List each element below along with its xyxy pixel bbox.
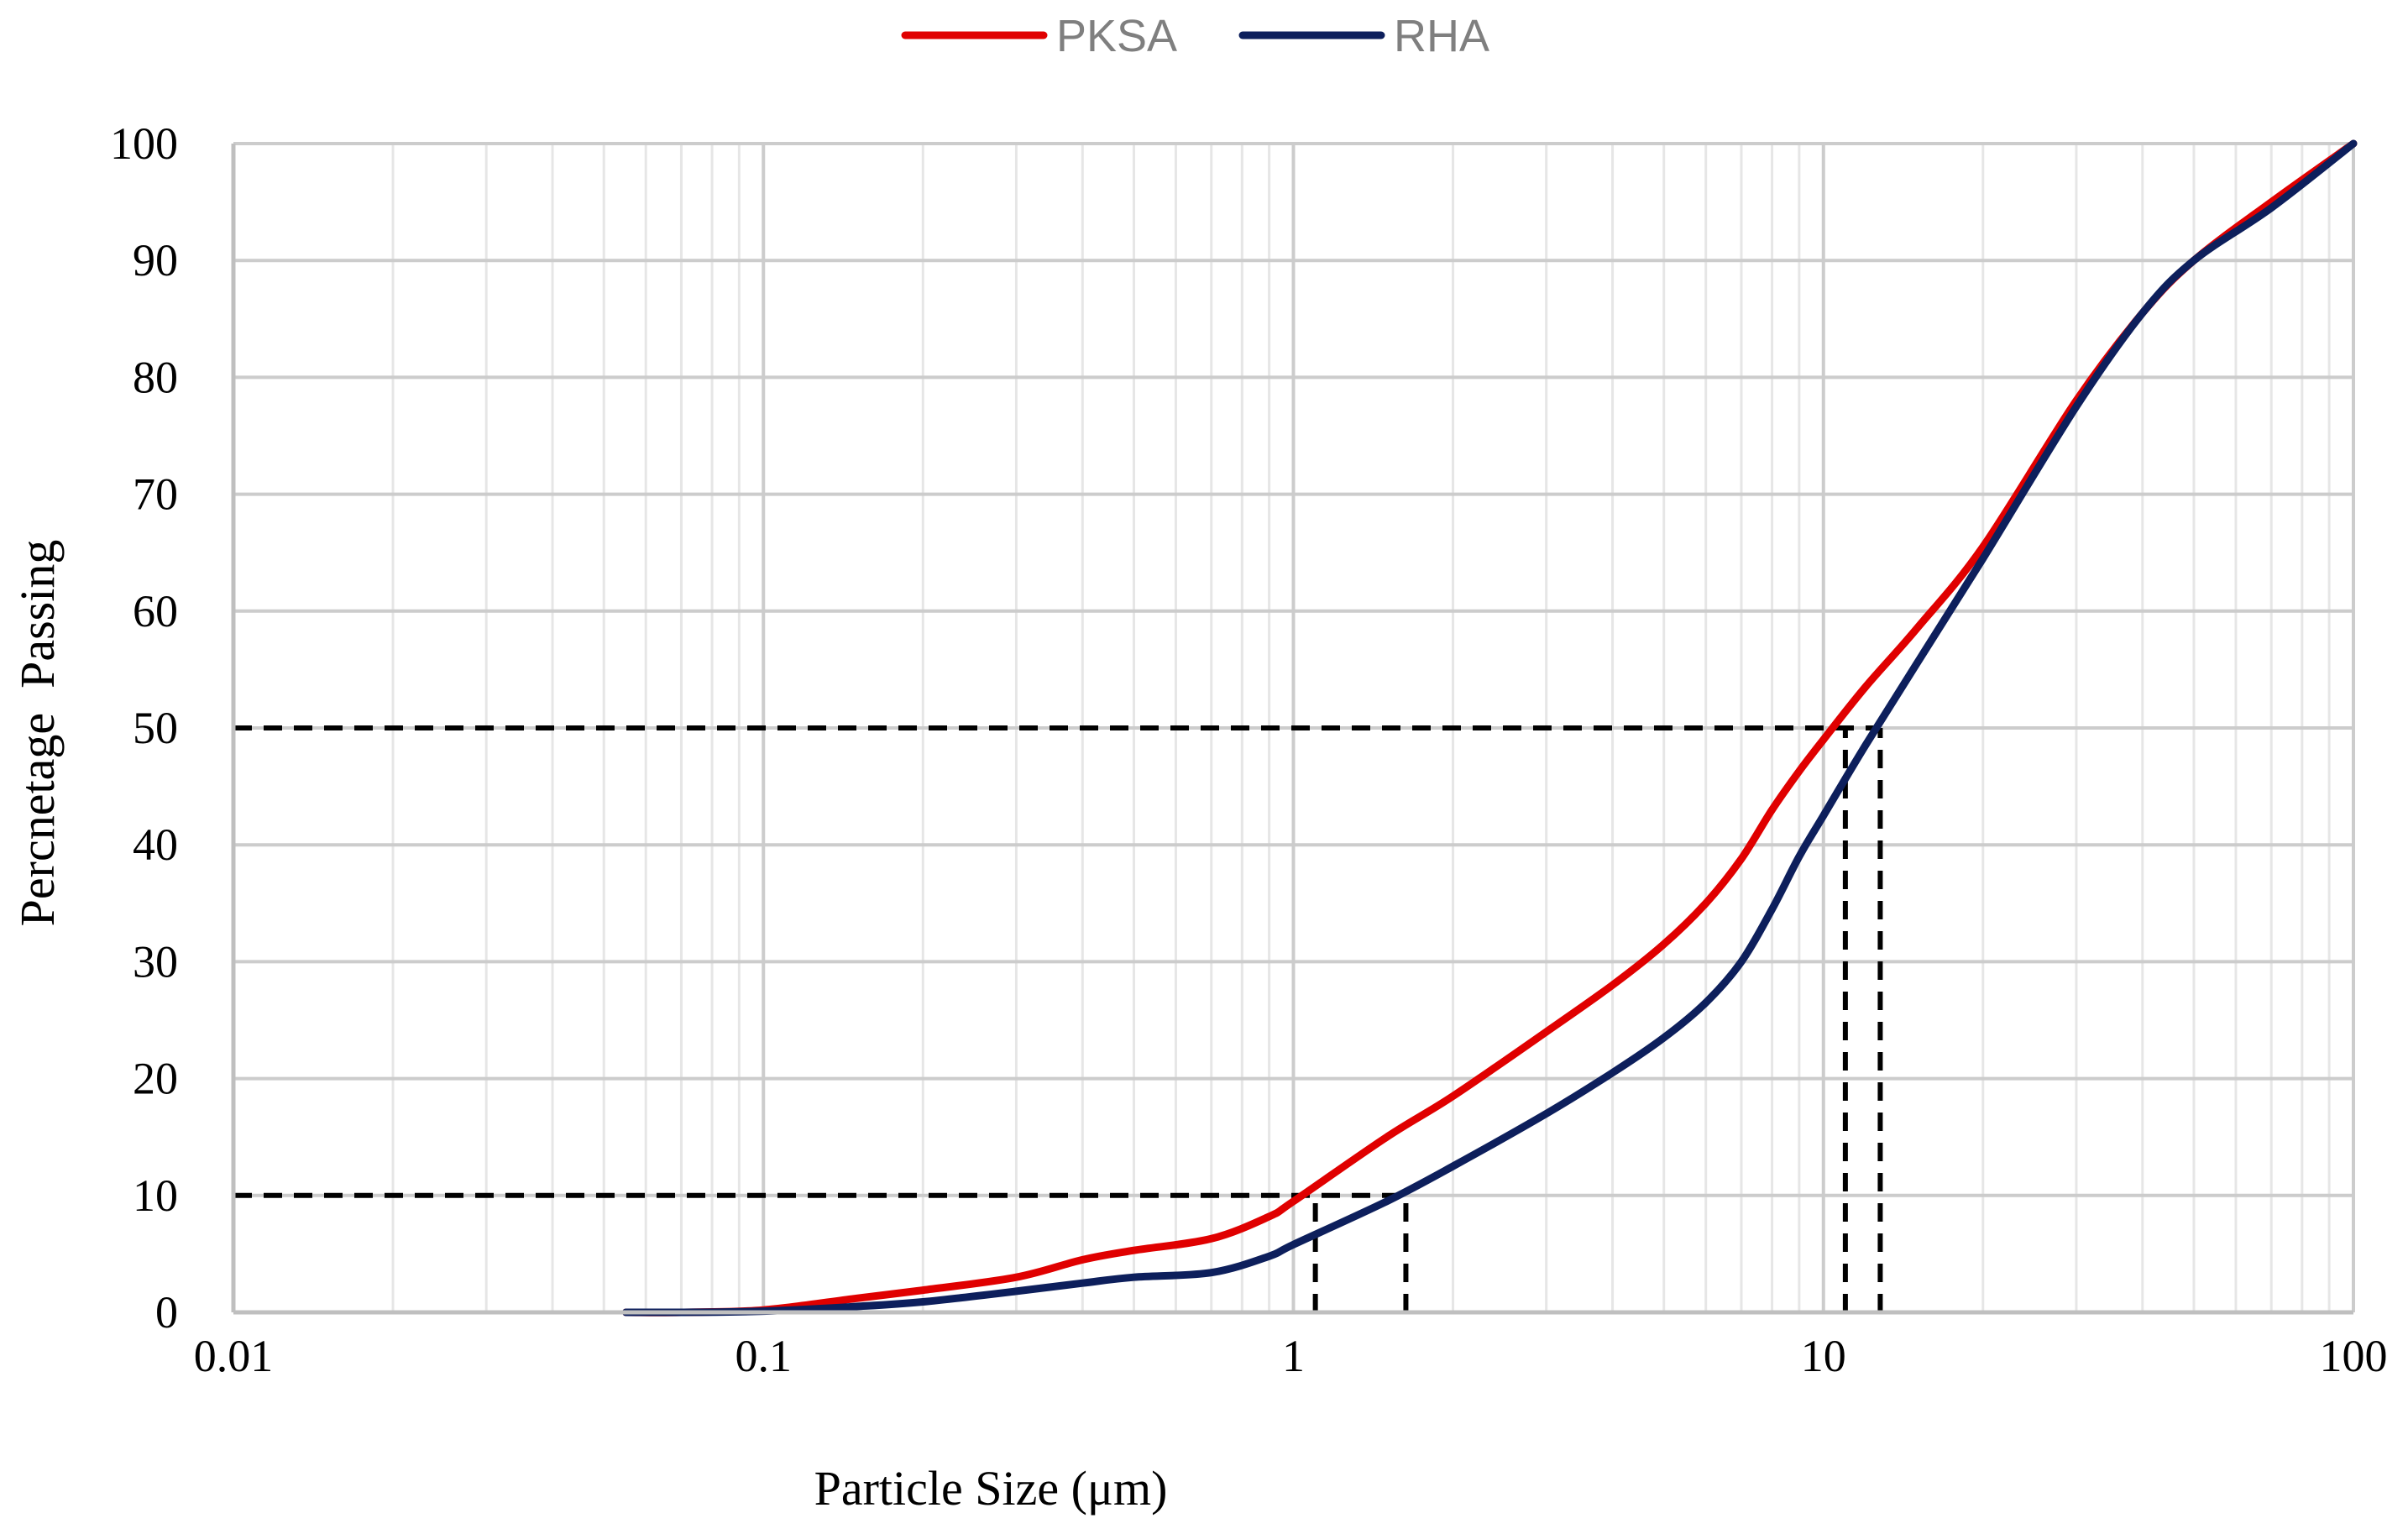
- series-lines: [621, 139, 2358, 1317]
- y-tick-label: 0: [155, 1287, 178, 1338]
- y-tick-label: 60: [133, 586, 178, 636]
- y-tick-label: 40: [133, 819, 178, 870]
- y-tick-label: 70: [133, 469, 178, 520]
- y-tick-label: 50: [133, 703, 178, 753]
- legend-item-pksa: PKSA: [901, 11, 1177, 61]
- y-tick-label: 20: [133, 1054, 178, 1104]
- x-tick-label: 100: [2320, 1331, 2388, 1381]
- y-axis-label: Percnetage Passing: [10, 540, 65, 927]
- y-tick-label: 90: [133, 235, 178, 285]
- x-axis-label: Particle Size (μm): [814, 1461, 1168, 1516]
- x-tick-label: 10: [1801, 1331, 1846, 1381]
- y-tick-label: 10: [133, 1170, 178, 1221]
- reference-lines: [233, 725, 1883, 1312]
- axes: [231, 144, 2353, 1315]
- legend-label-rha: RHA: [1394, 11, 1489, 61]
- y-tick-label: 80: [133, 352, 178, 402]
- y-tick-label: 100: [110, 118, 178, 169]
- x-tick-label: 1: [1282, 1331, 1305, 1381]
- y-tick-label: 30: [133, 936, 178, 987]
- tick-labels: 0.01 0.1 1 10 100 0 10 20 30 40 50 60 70 80 90 100: [110, 118, 2388, 1381]
- legend: PKSA RHA: [901, 11, 1489, 61]
- series-line-rha: [621, 139, 2358, 1317]
- x-tick-label: 0.1: [735, 1331, 793, 1381]
- x-tick-label: 0.01: [194, 1331, 274, 1381]
- legend-label-pksa: PKSA: [1056, 11, 1177, 61]
- legend-item-rha: RHA: [1238, 11, 1489, 61]
